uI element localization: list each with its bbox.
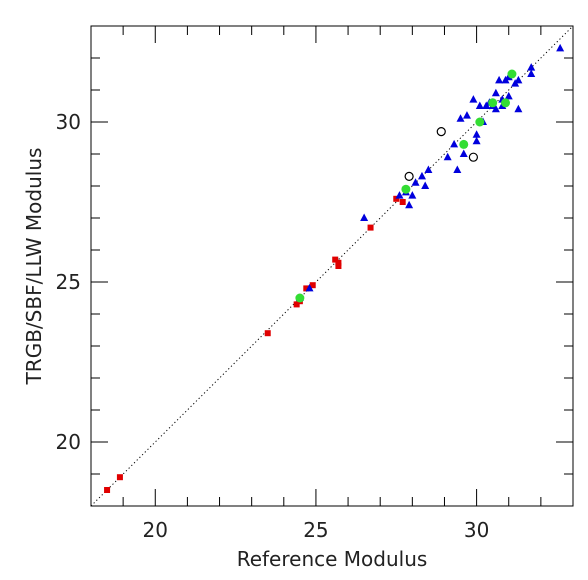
data-point-triangle (408, 191, 417, 199)
data-point-triangle (360, 213, 369, 221)
data-point-triangle (459, 149, 468, 157)
x-tick-label: 25 (303, 518, 328, 542)
y-tick-label: 30 (56, 110, 81, 134)
data-point-triangle (405, 200, 414, 209)
data-point-triangle (424, 165, 433, 173)
tick-marks-layer (90, 25, 574, 507)
data-point-triangle (417, 171, 426, 180)
data-point-open-circle (436, 127, 446, 137)
data-point-square (335, 263, 342, 269)
data-point-triangle (514, 75, 523, 84)
data-point-open-circle (468, 152, 478, 162)
reference-line (90, 25, 574, 507)
data-point-circle (459, 139, 469, 149)
data-point-circle (475, 117, 485, 127)
data-point-triangle (462, 111, 471, 119)
data-point-square (293, 301, 300, 308)
y-axis-label: TRGB/SBF/LLW Modulus (22, 148, 46, 386)
data-point-triangle (495, 75, 504, 84)
data-point-triangle (395, 191, 404, 199)
data-point-triangle (456, 114, 465, 122)
x-tick-label: 30 (464, 518, 489, 542)
data-point-triangle (469, 95, 478, 103)
data-point-triangle (453, 165, 462, 173)
data-point-triangle (472, 130, 481, 138)
data-point-square (264, 330, 271, 337)
data-point-circle (501, 98, 511, 108)
data-point-triangle (475, 101, 484, 109)
data-point-triangle (527, 69, 536, 77)
data-point-circle (401, 184, 411, 194)
plot-frame (90, 25, 574, 507)
data-point-triangle (504, 91, 513, 100)
y-tick-label: 20 (56, 430, 81, 454)
data-point-square (367, 224, 374, 231)
data-point-square (399, 199, 406, 205)
data-point-triangle (421, 181, 430, 189)
data-point-open-circle (404, 171, 414, 181)
data-point-square (309, 282, 316, 289)
data-point-triangle (556, 43, 565, 52)
data-point-triangle (411, 178, 420, 186)
data-point-square (393, 195, 400, 202)
data-point-square (332, 256, 339, 263)
x-axis-label: Reference Modulus (237, 547, 428, 571)
data-points-layer (104, 43, 565, 493)
data-point-square (104, 487, 111, 493)
data-point-triangle (305, 283, 314, 292)
data-point-circle (507, 69, 517, 79)
reference-line-layer (90, 25, 574, 507)
data-point-square (303, 285, 310, 292)
data-point-square (335, 259, 342, 266)
tick-labels-layer: 20 25 30 20 25 30 (56, 110, 490, 542)
data-point-triangle (491, 104, 500, 113)
data-point-square (116, 474, 123, 481)
data-point-triangle (527, 63, 536, 71)
data-point-triangle (514, 104, 523, 113)
y-tick-label: 25 (56, 270, 81, 294)
data-point-circle (295, 293, 305, 303)
data-point-triangle (450, 139, 459, 148)
data-point-triangle (472, 136, 481, 145)
x-tick-label: 20 (143, 518, 168, 542)
data-point-triangle (443, 152, 452, 161)
data-point-circle (488, 98, 498, 108)
data-point-triangle (491, 88, 500, 97)
